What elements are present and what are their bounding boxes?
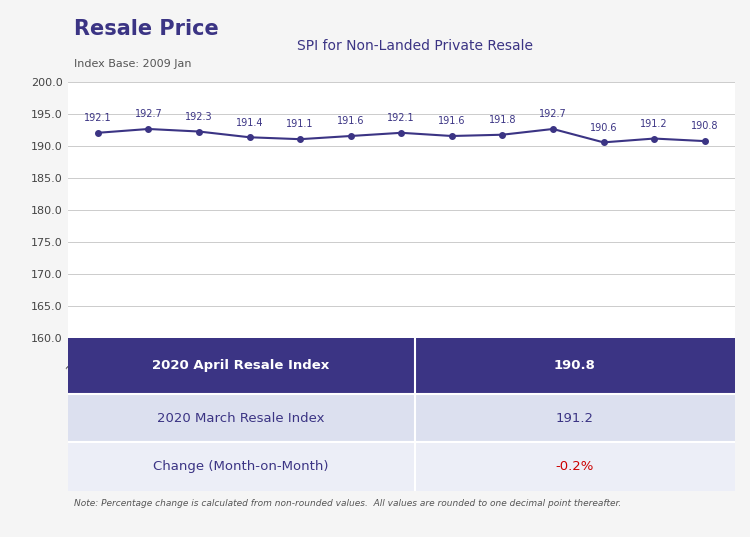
Text: 191.2: 191.2 <box>556 412 594 425</box>
Text: 192.7: 192.7 <box>134 109 162 119</box>
Bar <box>415 338 735 394</box>
Text: 192.3: 192.3 <box>185 112 213 122</box>
Text: Resale Price: Resale Price <box>74 19 219 39</box>
Text: 191.6: 191.6 <box>337 117 364 126</box>
Text: 191.2: 191.2 <box>640 119 668 129</box>
Text: 2020 April Resale Index: 2020 April Resale Index <box>152 359 330 372</box>
Text: 192.1: 192.1 <box>388 113 415 123</box>
Text: 190.8: 190.8 <box>691 121 718 132</box>
Text: 192.7: 192.7 <box>539 109 567 119</box>
Text: 191.1: 191.1 <box>286 119 314 129</box>
Text: 191.8: 191.8 <box>489 115 516 125</box>
Text: 191.6: 191.6 <box>438 117 466 126</box>
Text: Index Base: 2009 Jan: Index Base: 2009 Jan <box>74 59 192 69</box>
Bar <box>68 394 415 442</box>
Text: Note: Percentage change is calculated from non-rounded values.  All values are r: Note: Percentage change is calculated fr… <box>74 499 622 509</box>
Bar <box>415 442 735 491</box>
Text: 190.8: 190.8 <box>554 359 596 372</box>
Bar <box>415 394 735 442</box>
Bar <box>68 338 415 394</box>
Text: 192.1: 192.1 <box>84 113 112 123</box>
Text: 190.6: 190.6 <box>590 122 617 133</box>
Text: SPI for Non-Landed Private Resale: SPI for Non-Landed Private Resale <box>296 39 532 53</box>
Text: 191.4: 191.4 <box>236 118 263 128</box>
Text: -0.2%: -0.2% <box>556 460 594 473</box>
Text: Change (Month-on-Month): Change (Month-on-Month) <box>153 460 328 473</box>
Text: 2020 March Resale Index: 2020 March Resale Index <box>158 412 325 425</box>
Bar <box>68 442 415 491</box>
